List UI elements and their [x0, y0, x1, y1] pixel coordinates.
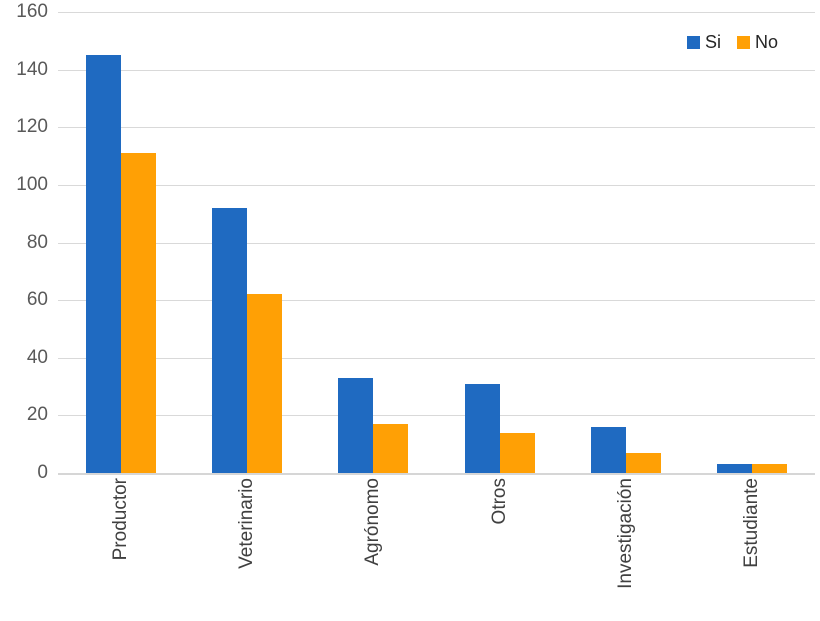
- legend-label-no: No: [754, 32, 778, 52]
- bar-si-productor: [86, 55, 122, 473]
- y-tick-label-100: 100: [16, 173, 48, 195]
- gridline-20: [58, 415, 815, 417]
- x-category-label-estudiante: Estudiante: [740, 478, 762, 568]
- x-col-otros: Otros: [437, 478, 563, 621]
- y-tick-label-80: 80: [26, 231, 48, 253]
- y-tick-label-60: 60: [26, 289, 48, 311]
- y-tick-label-20: 20: [26, 404, 48, 426]
- x-category-label-veterinario: Veterinario: [236, 478, 258, 569]
- gridline-80: [58, 242, 815, 244]
- bar-no-productor: [121, 153, 157, 473]
- bar-groups: [58, 12, 815, 473]
- bar-no-veterinario: [247, 294, 283, 473]
- x-col-agrónomo: Agrónomo: [310, 478, 436, 621]
- x-category-label-agrónomo: Agrónomo: [362, 478, 384, 566]
- bar-si-estudiante: [716, 464, 752, 473]
- bar-group-agrónomo: [310, 12, 436, 473]
- bar-group-estudiante: [689, 12, 815, 473]
- legend-item-no: No: [736, 32, 778, 52]
- bar-group-investigación: [563, 12, 689, 473]
- gridline-140: [58, 69, 815, 71]
- gridline-160: [58, 12, 815, 13]
- legend-swatch-si: [686, 35, 700, 49]
- gridline-120: [58, 127, 815, 129]
- x-category-label-otros: Otros: [488, 478, 510, 525]
- gridline-100: [58, 184, 815, 186]
- y-tick-label-160: 160: [16, 1, 48, 22]
- legend-swatch-no: [736, 35, 750, 49]
- bar-si-otros: [464, 383, 500, 473]
- bar-no-estudiante: [751, 464, 787, 473]
- x-col-productor: Productor: [58, 478, 184, 621]
- legend-label-si: Si: [704, 32, 721, 52]
- bar-group-productor: [58, 12, 184, 473]
- x-category-label-productor: Productor: [110, 478, 132, 561]
- y-tick-label-0: 0: [37, 462, 48, 483]
- bar-si-agrónomo: [338, 377, 374, 473]
- gridline-40: [58, 357, 815, 359]
- bar-no-agrónomo: [373, 424, 409, 473]
- bar-si-investigación: [590, 426, 626, 473]
- bar-no-investigación: [625, 452, 661, 473]
- bar-no-otros: [499, 432, 535, 473]
- x-col-investigación: Investigación: [563, 478, 689, 621]
- legend: Si No: [686, 32, 778, 52]
- legend-item-si: Si: [686, 32, 721, 52]
- bar-si-veterinario: [212, 207, 248, 473]
- bar-group-otros: [437, 12, 563, 473]
- gridline-60: [58, 300, 815, 302]
- y-tick-label-140: 140: [16, 58, 48, 80]
- x-col-veterinario: Veterinario: [184, 478, 310, 621]
- x-axis-labels: Productor Veterinario Agrónomo Otros Investi…: [58, 478, 815, 621]
- x-category-label-investigación: Investigación: [614, 478, 636, 589]
- y-tick-label-120: 120: [16, 116, 48, 138]
- x-col-estudiante: Estudiante: [689, 478, 815, 621]
- y-tick-label-40: 40: [26, 346, 48, 368]
- plot-area: [58, 12, 815, 475]
- bar-group-veterinario: [184, 12, 310, 473]
